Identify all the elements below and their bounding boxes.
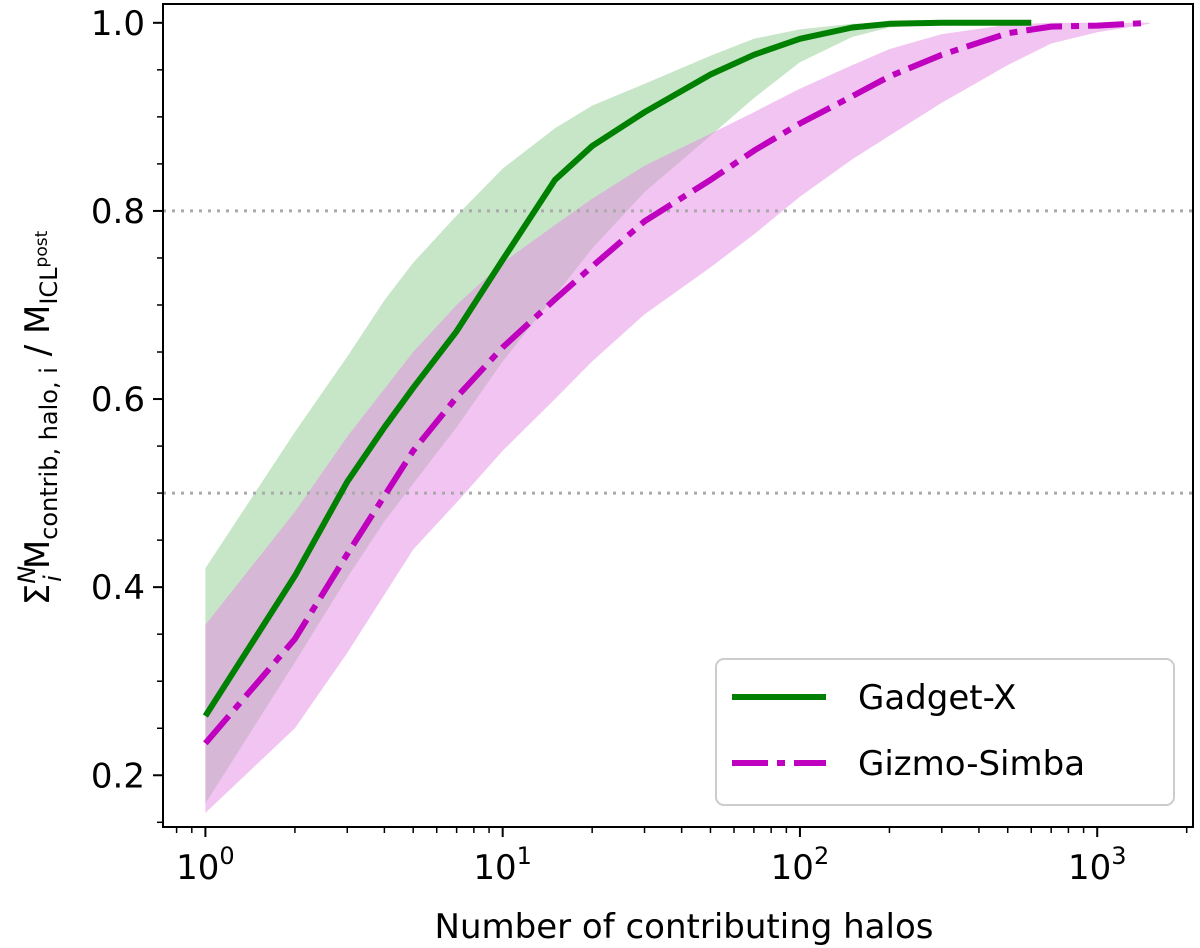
line-gizmo-simba bbox=[203, 19, 1150, 746]
ylabel-sigma-sub: i bbox=[39, 575, 67, 582]
legend-box bbox=[715, 658, 1175, 806]
y-tick-label: 0.8 bbox=[91, 192, 145, 232]
svg-text:ΣNiMcontrib, halo, i / MICLpos: ΣNiMcontrib, halo, i / MICLpost bbox=[13, 230, 67, 605]
x-tick-label: 102 bbox=[771, 842, 830, 888]
x-axis: 100 101 102 103 bbox=[175, 827, 1188, 888]
ylabel-mass2: M bbox=[18, 305, 58, 334]
legend: Gadget-X Gizmo-Simba bbox=[715, 658, 1175, 806]
x-tick-label: 101 bbox=[473, 842, 532, 888]
ylabel-mass2-sub: ICL bbox=[35, 267, 63, 305]
legend-label-gadget-x: Gadget-X bbox=[858, 678, 1016, 718]
series-lines bbox=[202, 19, 1150, 746]
y-tick-label: 0.2 bbox=[91, 756, 145, 796]
y-axis-label: ΣNiMcontrib, halo, i / MICLpost bbox=[13, 230, 67, 605]
y-axis: 0.2 0.4 0.6 0.8 1.0 bbox=[91, 4, 163, 824]
ylabel-slash: / bbox=[18, 334, 58, 367]
x-axis-label: Number of contributing halos bbox=[435, 907, 934, 947]
reference-lines bbox=[163, 209, 1193, 495]
x-tick-label: 100 bbox=[176, 842, 235, 888]
ylabel-mass2-subsub: post bbox=[32, 230, 52, 267]
line-gadget-x bbox=[202, 19, 1032, 718]
y-tick-label: 1.0 bbox=[91, 4, 145, 44]
y-tick-label: 0.6 bbox=[91, 380, 145, 420]
ylabel-sigma-sup: N bbox=[13, 566, 41, 584]
plot-frame bbox=[162, 3, 1194, 828]
ylabel-sigma: Σ bbox=[18, 584, 58, 605]
y-tick-label: 0.4 bbox=[91, 568, 145, 608]
ylabel-mass1: M bbox=[18, 540, 58, 569]
ylabel-mass1-sub: contrib, halo, i bbox=[35, 367, 63, 540]
x-tick-label: 103 bbox=[1068, 842, 1127, 888]
legend-label-gizmo-simba: Gizmo-Simba bbox=[858, 744, 1085, 784]
